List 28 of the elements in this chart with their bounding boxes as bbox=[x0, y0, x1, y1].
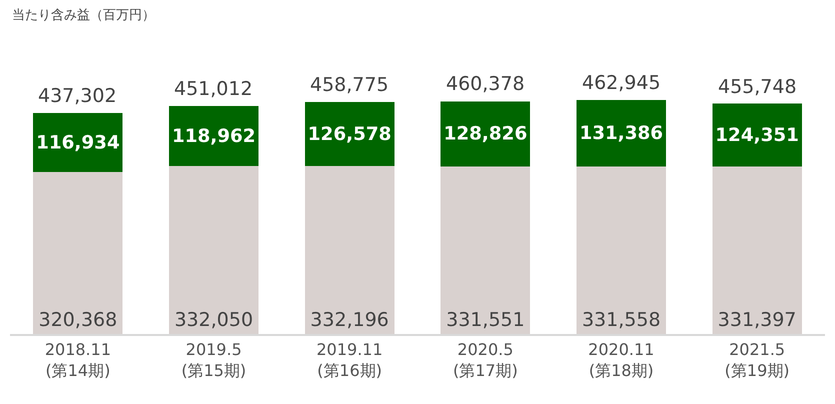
bar bbox=[576, 100, 666, 166]
x-tick-label: 2021.5 (第19期) bbox=[724, 340, 790, 380]
total-label: 455,748 bbox=[718, 76, 797, 98]
total-label: 437,302 bbox=[38, 85, 117, 107]
data-label: 124,351 bbox=[715, 124, 799, 146]
total-label: 462,945 bbox=[582, 72, 661, 94]
data-label: 131,386 bbox=[579, 123, 664, 144]
text: 当たり含み益（百万円） bbox=[12, 8, 155, 23]
data-label: 320,368 bbox=[38, 309, 118, 331]
total-label: 458,775 bbox=[310, 74, 389, 96]
data-label: 331,551 bbox=[446, 309, 525, 331]
x-tick-label: 2020.5 (第17期) bbox=[453, 340, 518, 380]
data-label: 118,962 bbox=[172, 126, 256, 147]
data-label: 331,558 bbox=[582, 309, 661, 331]
x-tick-label: 2020.11 (第18期) bbox=[588, 340, 654, 380]
data-label: 332,050 bbox=[174, 309, 254, 331]
total-label: 451,012 bbox=[174, 78, 253, 100]
x-tick-label: 2019.5 (第15期) bbox=[181, 340, 246, 380]
data-label: 128,826 bbox=[444, 124, 528, 145]
data-label: 126,578 bbox=[308, 124, 392, 145]
bar bbox=[712, 104, 802, 166]
total-label: 460,378 bbox=[446, 73, 525, 95]
data-label: 331,397 bbox=[718, 309, 796, 331]
data-label: 332,196 bbox=[310, 309, 389, 331]
x-tick-label: 2019.11 (第16期) bbox=[316, 340, 383, 380]
data-label: 116,934 bbox=[36, 132, 120, 154]
bar bbox=[304, 102, 394, 166]
x-tick-label: 2018.11 (第14期) bbox=[44, 340, 112, 380]
